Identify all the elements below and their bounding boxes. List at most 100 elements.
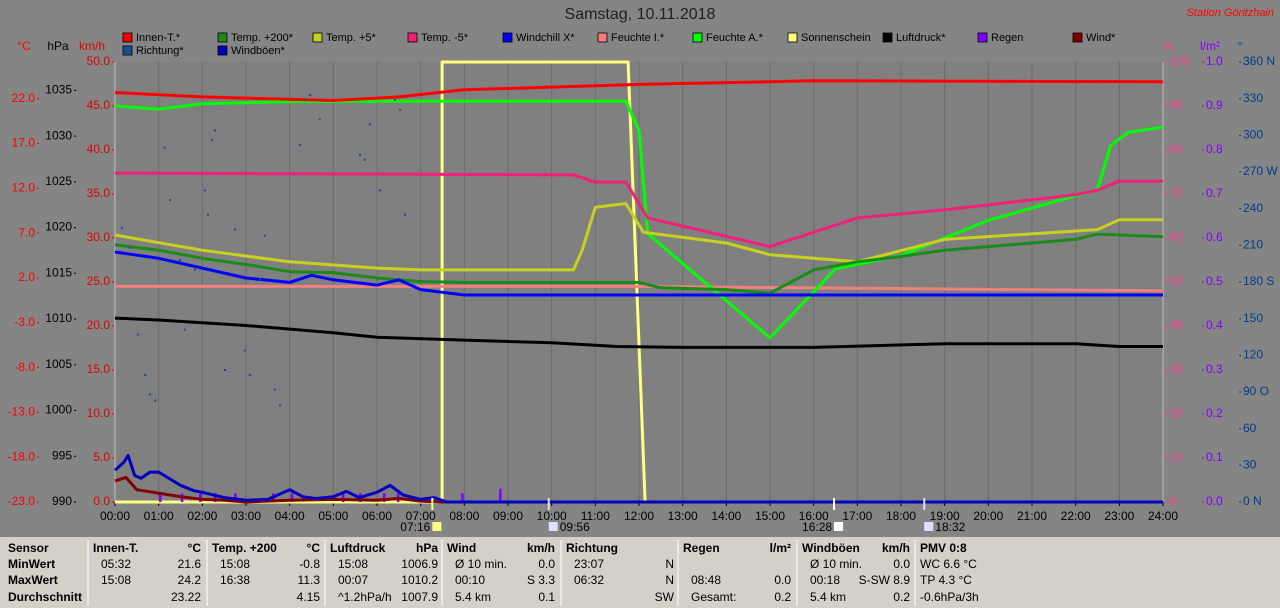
legend-swatch — [502, 32, 513, 43]
table-cell: S-SW 8.9 — [859, 573, 911, 587]
table-cell: 0.1 — [538, 590, 555, 604]
table-cell: 0.2 — [774, 590, 791, 604]
x-tick-label: 21:00 — [1017, 509, 1047, 523]
legend-label: Windchill X* — [516, 32, 575, 44]
scatter-point — [169, 199, 172, 202]
scatter-point — [148, 393, 151, 396]
bar — [290, 493, 294, 502]
scatter-point — [183, 328, 186, 331]
y-tick-label: 12.0 — [12, 181, 36, 195]
table-cell: 0.0 — [893, 557, 910, 571]
bar — [382, 493, 386, 502]
scatter-point — [128, 246, 131, 249]
legend-swatch — [217, 45, 228, 56]
table-cell: TP 4.3 °C — [920, 573, 972, 587]
table-cell: Gesamt: — [691, 590, 736, 604]
table-cell: S 3.3 — [527, 573, 555, 587]
series-line — [114, 232, 1164, 295]
y-tick-label: 1025 — [45, 174, 72, 188]
y-tick-label: 30 — [1170, 362, 1184, 376]
y-tick-label: 0 — [1170, 494, 1177, 508]
x-tick-label: 11:00 — [581, 509, 610, 523]
legend-swatch — [977, 32, 988, 43]
scatter-point — [309, 94, 312, 96]
x-tick-label: 14:00 — [711, 509, 741, 523]
table-row-label: MaxWert — [8, 573, 58, 587]
table-cell: 00:18 — [810, 573, 840, 587]
x-tick-label: 00:00 — [100, 509, 130, 523]
legend-label: Sonnenschein — [801, 32, 871, 44]
table-cell: WC 6.6 °C — [920, 557, 977, 571]
table-cell: 06:32 — [574, 573, 604, 587]
table-cell: 15:08 — [338, 557, 368, 571]
scatter-point — [210, 139, 213, 142]
x-tick-label: 08:00 — [449, 509, 479, 523]
event-label: 07:16 — [400, 520, 430, 534]
legend-label: Richtung* — [136, 45, 184, 57]
scatter-point — [144, 373, 147, 376]
table-cell: 4.15 — [297, 590, 321, 604]
y-tick-label: 0.7 — [1206, 186, 1223, 200]
legend-swatch — [882, 32, 893, 43]
scatter-point — [137, 333, 140, 336]
y-tick-label: 17.0 — [12, 136, 36, 150]
bar — [158, 493, 162, 502]
event-label: 18:32 — [935, 520, 965, 534]
bar — [213, 493, 217, 502]
section-title: Temp. +200 — [212, 541, 277, 555]
y-tick-label: 1.0 — [1206, 54, 1223, 68]
legend-label: Feuchte I.* — [611, 32, 665, 44]
section-title: Windböen — [802, 541, 860, 555]
scatter-point — [369, 123, 372, 126]
bar — [461, 493, 464, 502]
y-tick-label: 90 O — [1243, 384, 1269, 398]
y-tick-label: 210 — [1243, 238, 1263, 252]
y-tick-label: 15.0 — [87, 362, 111, 376]
y-tick-label: 50.0 — [87, 54, 111, 68]
series-line — [114, 202, 1163, 272]
series-line — [114, 171, 1163, 249]
y-tick-label: 0.4 — [1206, 318, 1223, 332]
y-tick-label: -3.0 — [14, 315, 35, 329]
event-label: 09:56 — [560, 520, 590, 534]
scatter-point — [179, 259, 182, 261]
section-unit: l/m² — [770, 541, 791, 555]
section-unit: °C — [307, 541, 321, 555]
y-tick-label: 300 — [1243, 128, 1263, 142]
x-tick-label: 12:00 — [624, 509, 654, 523]
axis-unit: hPa — [47, 39, 69, 53]
y-tick-label: 0.3 — [1206, 362, 1223, 376]
table-cell: 23.22 — [171, 590, 201, 604]
series-line — [113, 453, 1163, 504]
y-tick-label: 0.0 — [1206, 494, 1223, 508]
table-cell: 16:38 — [220, 573, 250, 587]
scatter-point — [303, 98, 306, 101]
table-cell: 1010.2 — [401, 573, 438, 587]
x-tick-label: 04:00 — [275, 509, 305, 523]
table-cell: ^1.2hPa/h — [338, 590, 392, 604]
y-tick-label: 1020 — [45, 220, 72, 234]
y-tick-label: 0.0 — [93, 494, 110, 508]
y-tick-label: 60 — [1170, 230, 1184, 244]
scatter-point — [363, 158, 366, 161]
scatter-point — [358, 153, 361, 156]
y-tick-label: 1030 — [45, 128, 72, 142]
legend-label: Feuchte A.* — [706, 32, 764, 44]
event-marker — [924, 522, 934, 531]
scatter-point — [393, 98, 396, 101]
y-tick-label: 40.0 — [87, 142, 111, 156]
table-cell: 1006.9 — [401, 557, 438, 571]
table-cell: -0.6hPa/3h — [920, 590, 979, 604]
legend-label: Regen — [991, 32, 1023, 44]
legend-label: Luftdruck* — [896, 32, 946, 44]
y-tick-label: 20.0 — [87, 318, 111, 332]
scatter-point — [273, 388, 276, 391]
y-tick-label: 0.8 — [1206, 142, 1223, 156]
y-tick-label: 995 — [52, 448, 72, 462]
legend-swatch — [597, 32, 608, 43]
scatter-point — [399, 108, 402, 111]
series-line — [114, 99, 1164, 340]
y-tick-label: 180 S — [1243, 274, 1274, 288]
section-unit: km/h — [882, 541, 910, 555]
